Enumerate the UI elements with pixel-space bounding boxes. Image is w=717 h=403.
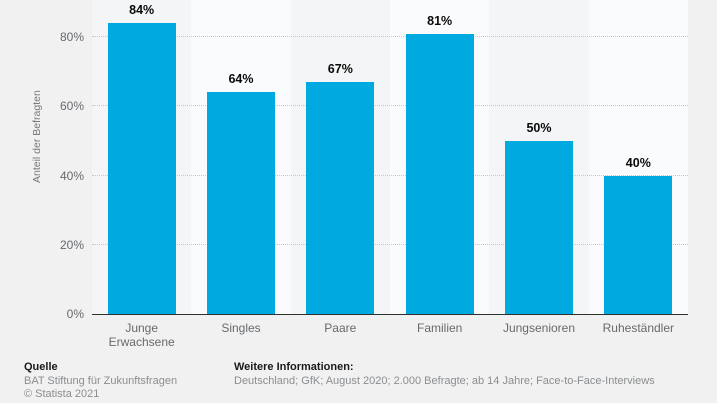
copyright-notice: © Statista 2021 <box>24 388 100 400</box>
source-heading: Quelle <box>24 361 58 373</box>
category-label: Junge Erwachsene <box>108 321 175 349</box>
bar-3 <box>306 82 375 314</box>
y-tick-label: 20% <box>59 237 84 252</box>
bar-value-label: 67% <box>327 62 353 77</box>
bar-6 <box>604 175 673 314</box>
y-axis-title: Anteil der Befragten <box>31 90 43 184</box>
gridline <box>92 243 688 245</box>
gridline <box>92 105 688 107</box>
y-tick-label: 80% <box>59 30 84 45</box>
info-text: Deutschland; GfK; August 2020; 2.000 Bef… <box>234 374 655 387</box>
y-tick-label: 0% <box>66 307 84 321</box>
y-tick-label: 60% <box>59 99 84 114</box>
info-heading: Weitere Informationen: <box>234 361 354 373</box>
bar-value-label: 50% <box>526 120 552 135</box>
bar-1 <box>107 23 176 314</box>
category-label: Familien <box>416 321 463 335</box>
category-label: Singles <box>221 321 261 335</box>
bar-value-label: 84% <box>129 3 155 18</box>
gridline <box>92 36 688 38</box>
bar-2 <box>207 92 275 314</box>
bar-value-label: 64% <box>228 72 254 87</box>
source-block: Quelle BAT Stiftung für Zukunftsfragen ©… <box>24 361 177 402</box>
category-label: Jungsenioren <box>502 321 576 335</box>
plot-area: 84% 64% 67% 81% 50% 40% <box>92 0 688 315</box>
bar-value-label: 40% <box>625 155 651 170</box>
category-label: Ruheständler <box>602 321 675 335</box>
y-tick-label: 40% <box>59 168 84 183</box>
info-block: Weitere Informationen: Deutschland; GfK;… <box>234 361 655 388</box>
source-name: BAT Stiftung für Zukunftsfragen <box>24 374 178 387</box>
bar-value-label: 81% <box>427 13 453 28</box>
bar-4 <box>405 33 474 314</box>
category-label: Paare <box>324 321 357 335</box>
bar-5 <box>505 140 573 314</box>
gridline <box>92 174 688 176</box>
